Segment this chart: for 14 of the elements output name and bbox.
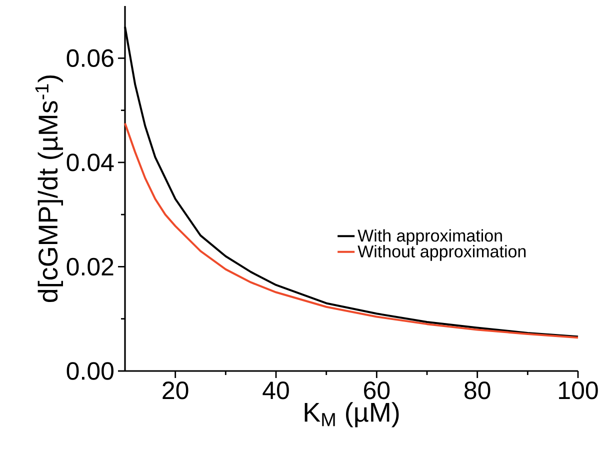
y-tick-label: 0.04 (66, 154, 114, 172)
x-tick-label: 100 (559, 382, 598, 400)
legend-label: Without approximation (358, 244, 526, 261)
x-tick-label: 60 (364, 382, 390, 400)
y-tick-label: 0.00 (66, 362, 114, 380)
legend-label: With approximation (358, 229, 502, 246)
y-axis-title: d[cGMP]/dt (µMs$^{-1}$) (35, 75, 63, 302)
x-tick-label: 80 (464, 382, 490, 400)
line-series (124, 122, 580, 339)
x-tick-label: 40 (262, 382, 289, 400)
x-tick-label: 20 (162, 382, 188, 400)
x-axis-title: K$_{M}$ (µM) (304, 402, 399, 428)
y-tick-label: 0.02 (66, 258, 114, 276)
y-tick-label: 0.06 (66, 49, 114, 67)
